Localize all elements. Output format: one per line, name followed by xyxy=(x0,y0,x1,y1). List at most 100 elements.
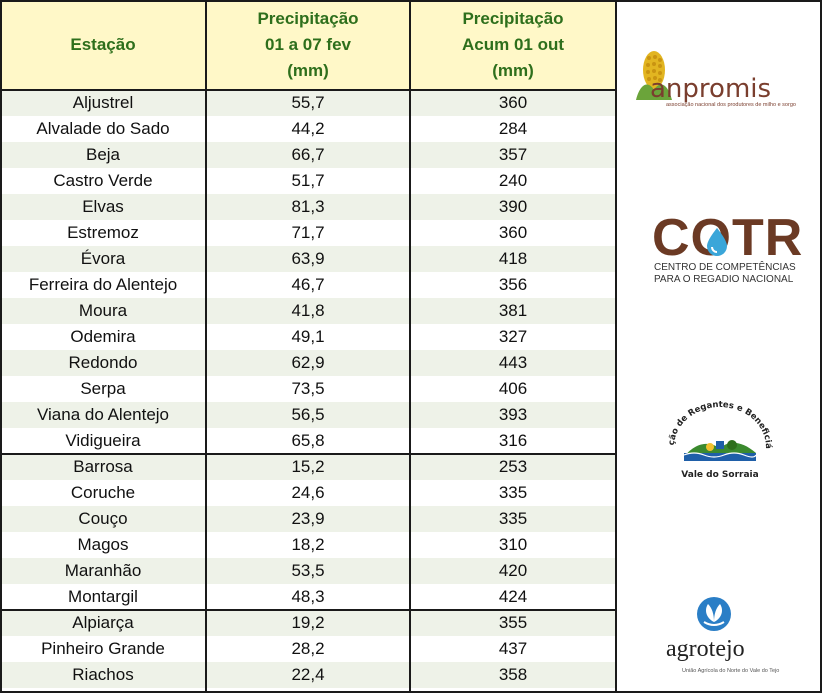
table-row: Alvalade do Sado 44,2 284 xyxy=(0,116,616,142)
station-cell: Serpa xyxy=(80,379,126,398)
table-row: Viana do Alentejo 56,5 393 xyxy=(0,402,616,428)
grid-line xyxy=(820,0,822,693)
station-cell: Barrosa xyxy=(73,457,133,476)
station-cell: Couço xyxy=(78,509,128,528)
cumulative-precipitation-cell: 418 xyxy=(498,249,528,268)
weekly-precipitation-cell: 65,8 xyxy=(291,431,325,450)
cumulative-precipitation-cell: 437 xyxy=(498,639,528,658)
water-drop-icon xyxy=(707,228,727,256)
table-row: Montargil 48,3 424 xyxy=(0,584,616,610)
header-weekly-line-1: Precipitação xyxy=(257,9,359,28)
table-row: Serpa 73,5 406 xyxy=(0,376,616,402)
table-row: Beja 66,7 357 xyxy=(0,142,616,168)
group-divider xyxy=(0,453,616,455)
cumulative-precipitation-cell: 310 xyxy=(498,535,528,554)
weekly-precipitation-cell: 41,8 xyxy=(291,301,325,320)
station-cell: Alpiarça xyxy=(72,613,134,632)
cotr-subtitle-line-1: CENTRO DE COMPETÊNCIAS xyxy=(654,262,796,273)
station-cell: Vidigueira xyxy=(65,431,141,450)
header-cumulative-precipitation: Precipitação Acum 01 out (mm) xyxy=(410,0,616,90)
cotr-logo: COTR CENTRO DE COMPETÊNCIAS PARA O REGAD… xyxy=(652,212,822,292)
cumulative-precipitation-cell: 327 xyxy=(498,327,528,346)
anpromis-name: anpromis xyxy=(650,74,772,104)
corn-icon xyxy=(636,51,672,100)
cumulative-precipitation-cell: 358 xyxy=(498,665,528,684)
table-row: Castro Verde 51,7 240 xyxy=(0,168,616,194)
landscape-seal-icon: Associação de Regantes e Beneficiários d… xyxy=(661,388,773,480)
cumulative-precipitation-cell: 443 xyxy=(498,353,528,372)
table-row: Coruche 24,6 335 xyxy=(0,480,616,506)
cumulative-precipitation-cell: 355 xyxy=(498,613,528,632)
station-cell: Redondo xyxy=(68,353,138,372)
table-row: Ferreira do Alentejo 46,7 356 xyxy=(0,272,616,298)
grid-line xyxy=(0,89,616,91)
station-cell: Magos xyxy=(77,535,129,554)
weekly-precipitation-cell: 55,7 xyxy=(291,93,325,112)
weekly-precipitation-cell: 53,5 xyxy=(291,561,325,580)
table-row: Barrosa 15,2 253 xyxy=(0,454,616,480)
cumulative-precipitation-cell: 420 xyxy=(498,561,528,580)
cumulative-precipitation-cell: 360 xyxy=(498,93,528,112)
header-weekly-precipitation: Precipitação 01 a 07 fev (mm) xyxy=(206,0,410,90)
cotr-subtitle-line-2: PARA O REGADIO NACIONAL xyxy=(654,274,794,285)
table-body: Aljustrel 55,7 360 Alvalade do Sado 44,2 284 B… xyxy=(0,90,616,688)
station-cell: Pinheiro Grande xyxy=(41,639,165,658)
table-row: Couço 23,9 335 xyxy=(0,506,616,532)
table-row: Pinheiro Grande 28,2 437 xyxy=(0,636,616,662)
header-weekly-line-3: (mm) xyxy=(287,61,329,80)
cotr-subtitle: CENTRO DE COMPETÊNCIAS PARA O REGADIO NA… xyxy=(654,262,796,286)
cumulative-precipitation-cell: 335 xyxy=(498,483,528,502)
grid-line xyxy=(205,0,207,693)
weekly-precipitation-cell: 71,7 xyxy=(291,223,325,242)
weekly-precipitation-cell: 28,2 xyxy=(291,639,325,658)
header-station-label: Estação xyxy=(70,35,136,54)
grid-line xyxy=(615,0,617,693)
table-row: Riachos 22,4 358 xyxy=(0,662,616,688)
grid-line xyxy=(409,0,411,693)
table-row: Aljustrel 55,7 360 xyxy=(0,90,616,116)
header-cumulative-line-2: Acum 01 out xyxy=(461,35,565,54)
grid-line xyxy=(0,0,2,693)
leaf-icon xyxy=(697,597,731,631)
weekly-precipitation-cell: 63,9 xyxy=(291,249,325,268)
station-cell: Moura xyxy=(78,301,128,320)
table-row: Elvas 81,3 390 xyxy=(0,194,616,220)
station-cell: Elvas xyxy=(82,197,124,216)
cumulative-precipitation-cell: 357 xyxy=(498,145,528,164)
table-row: Odemira 49,1 327 xyxy=(0,324,616,350)
header-cumulative-line-3: (mm) xyxy=(492,61,534,80)
station-cell: Ferreira do Alentejo xyxy=(28,275,178,294)
weekly-precipitation-cell: 73,5 xyxy=(291,379,325,398)
header-station: Estação xyxy=(0,0,206,90)
agrotejo-name: agrotejo xyxy=(666,636,745,662)
station-cell: Riachos xyxy=(72,665,134,684)
table-row: Vidigueira 65,8 316 xyxy=(0,428,616,454)
weekly-precipitation-cell: 62,9 xyxy=(291,353,325,372)
cumulative-precipitation-cell: 360 xyxy=(498,223,528,242)
agrotejo-logo: agrotejo União Agrícola do Norte do Vale… xyxy=(666,596,779,682)
cumulative-precipitation-cell: 240 xyxy=(498,171,528,190)
group-divider xyxy=(0,609,616,611)
table-row: Alpiarça 19,2 355 xyxy=(0,610,616,636)
cumulative-precipitation-cell: 424 xyxy=(498,587,528,606)
weekly-precipitation-cell: 51,7 xyxy=(291,171,325,190)
weekly-precipitation-cell: 15,2 xyxy=(291,457,325,476)
cumulative-precipitation-cell: 356 xyxy=(498,275,528,294)
table-row: Maranhão 53,5 420 xyxy=(0,558,616,584)
weekly-precipitation-cell: 22,4 xyxy=(291,665,325,684)
station-cell: Coruche xyxy=(70,483,136,502)
cotr-name: COTR xyxy=(652,209,804,267)
station-cell: Odemira xyxy=(70,327,136,346)
table-row: Moura 41,8 381 xyxy=(0,298,616,324)
weekly-precipitation-cell: 49,1 xyxy=(291,327,325,346)
weekly-precipitation-cell: 18,2 xyxy=(291,535,325,554)
weekly-precipitation-cell: 66,7 xyxy=(291,145,325,164)
table-row: Redondo 62,9 443 xyxy=(0,350,616,376)
cumulative-precipitation-cell: 393 xyxy=(498,405,528,424)
anpromis-subtitle: associação nacional dos produtores de mi… xyxy=(666,102,796,108)
cumulative-precipitation-cell: 335 xyxy=(498,509,528,528)
station-cell: Maranhão xyxy=(64,561,142,580)
arbvs-bottom-text: Vale do Sorraia xyxy=(681,470,758,480)
grid-line xyxy=(0,691,822,693)
weekly-precipitation-cell: 46,7 xyxy=(291,275,325,294)
